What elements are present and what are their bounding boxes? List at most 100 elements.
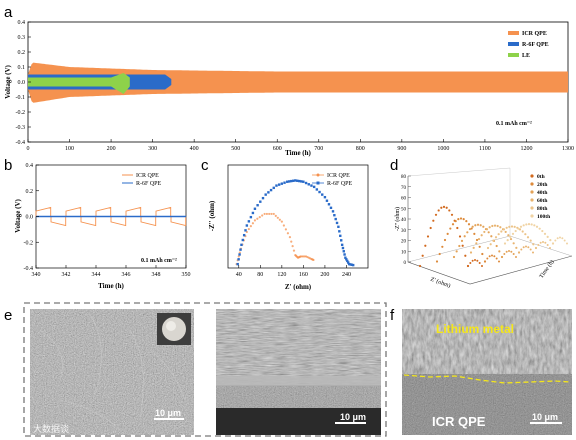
chart-d-point — [448, 209, 451, 212]
chart-d-point — [498, 260, 500, 263]
chart-a-ytick-label: -0.4 — [16, 140, 26, 146]
chart-c-point-r6f — [256, 204, 259, 207]
chart-a-ytick-label: 0.1 — [18, 65, 26, 71]
chart-d-point — [500, 230, 503, 233]
chart-c-point-r6f — [307, 183, 310, 186]
legend-a-swatch-le — [508, 53, 519, 57]
chart-a-xtick-label: 200 — [107, 146, 116, 152]
sem-e-right-dark-region — [216, 408, 381, 435]
chart-d-point — [464, 254, 467, 257]
chart-d-point — [559, 236, 561, 239]
chart-c-point-r6f — [269, 188, 273, 192]
chart-d-point — [529, 239, 532, 242]
chart-d-point — [481, 265, 483, 267]
chart-c-point-r6f — [244, 229, 247, 232]
chart-a-annotation: 0.1 mAh cm⁻² — [496, 121, 532, 127]
chart-d-point — [543, 232, 547, 235]
chart-c-point-icr — [272, 212, 275, 216]
chart-d-point — [494, 236, 498, 239]
chart-c-point-r6f — [253, 207, 257, 210]
chart-c-point-icr — [270, 212, 273, 216]
chart-d-point — [497, 233, 500, 236]
chart-d-point — [518, 228, 522, 231]
chart-b-xtick-label: 344 — [92, 272, 101, 278]
photo-inset-highlight — [166, 321, 176, 331]
chart-c-point-r6f — [264, 193, 267, 196]
chart-c-point-icr — [247, 227, 250, 231]
chart-c-point-r6f — [251, 211, 255, 215]
chart-a-legend: ICR QPE R-6F QPE LE — [508, 31, 549, 59]
legend-b-icr: ICR QPE — [136, 173, 159, 179]
chart-c-point-r6f — [331, 210, 335, 213]
chart-d-point — [467, 265, 469, 267]
chart-c-point-icr — [274, 214, 277, 217]
chart-c-point-r6f — [259, 200, 262, 203]
chart-d-point — [535, 225, 539, 228]
chart-d-point — [498, 250, 501, 253]
chart-d-point — [524, 233, 527, 236]
chart-d-point — [518, 251, 520, 254]
legend-c-r6f: R-6F QPE — [327, 181, 353, 187]
chart-d-point — [469, 251, 473, 254]
chart-c-point-icr — [237, 255, 240, 258]
chart-c-point-icr — [280, 220, 283, 223]
chart-d-point — [502, 228, 506, 231]
chart-a-ytick-label: -0.1 — [16, 95, 26, 101]
chart-d-point — [538, 227, 541, 230]
chart-c-point-r6f — [302, 180, 305, 183]
chart-d-point — [465, 219, 468, 223]
chart-d-point — [454, 219, 457, 223]
scale-label-e-left: 10 μm — [155, 408, 181, 418]
chart-c-point-icr — [256, 217, 259, 220]
scale-label-f: 10 μm — [532, 412, 558, 422]
chart-d-point — [451, 223, 455, 226]
chart-d-point — [455, 250, 458, 253]
chart-c-point-r6f — [280, 182, 284, 185]
chart-c-point-r6f — [275, 184, 278, 187]
chart-c-point-r6f — [236, 262, 239, 266]
chart-a-series — [28, 62, 568, 103]
chart-d-legend-marker — [530, 206, 534, 210]
chart-d-point — [432, 219, 435, 222]
chart-d-point — [456, 226, 459, 230]
panel-letter-d: d — [390, 157, 398, 174]
chart-d-point — [521, 230, 524, 233]
chart-d-point — [549, 239, 552, 242]
chart-d-point — [475, 238, 479, 242]
panel-letter-b: b — [4, 157, 12, 174]
chart-d-point — [482, 225, 485, 228]
chart-d-point — [474, 259, 476, 261]
chart-d-point — [437, 209, 440, 212]
chart-d-point — [514, 229, 517, 233]
chart-d-point — [467, 223, 471, 226]
chart-d-point — [489, 243, 492, 246]
chart-b-ytick-label: 0.4 — [26, 163, 34, 169]
chart-d-point — [474, 224, 477, 227]
chart-d-point — [476, 259, 479, 262]
chart-d-point — [445, 206, 448, 209]
chart-d-point — [441, 245, 444, 248]
chart-c-point-r6f — [283, 181, 286, 184]
chart-d-point — [473, 232, 476, 235]
chart-d-point — [459, 217, 463, 220]
chart-c-point-r6f — [249, 215, 253, 219]
chart-a-band-2 — [28, 73, 130, 94]
chart-c-point-r6f — [300, 180, 303, 183]
chart-c-point-r6f — [288, 180, 291, 183]
chart-d-point — [487, 231, 490, 234]
chart-d-point — [530, 223, 533, 226]
chart-d-point — [486, 257, 489, 260]
panel-letter-f: f — [390, 307, 395, 324]
chart-d-point — [527, 246, 530, 249]
chart-b-ytick-label: 0.2 — [26, 189, 34, 195]
chart-a-xtick-label: 1000 — [437, 146, 449, 152]
legend-a-swatch-r6f — [508, 42, 519, 46]
chart-d-point — [511, 232, 515, 235]
chart-d-point — [542, 241, 544, 243]
legend-b-r6f: R-6F QPE — [136, 181, 162, 187]
chart-d-point — [458, 235, 462, 238]
chart-d-point — [517, 227, 520, 230]
chart-d-point — [552, 242, 554, 245]
chart-d-point — [539, 241, 542, 244]
chart-d-point — [532, 243, 535, 246]
